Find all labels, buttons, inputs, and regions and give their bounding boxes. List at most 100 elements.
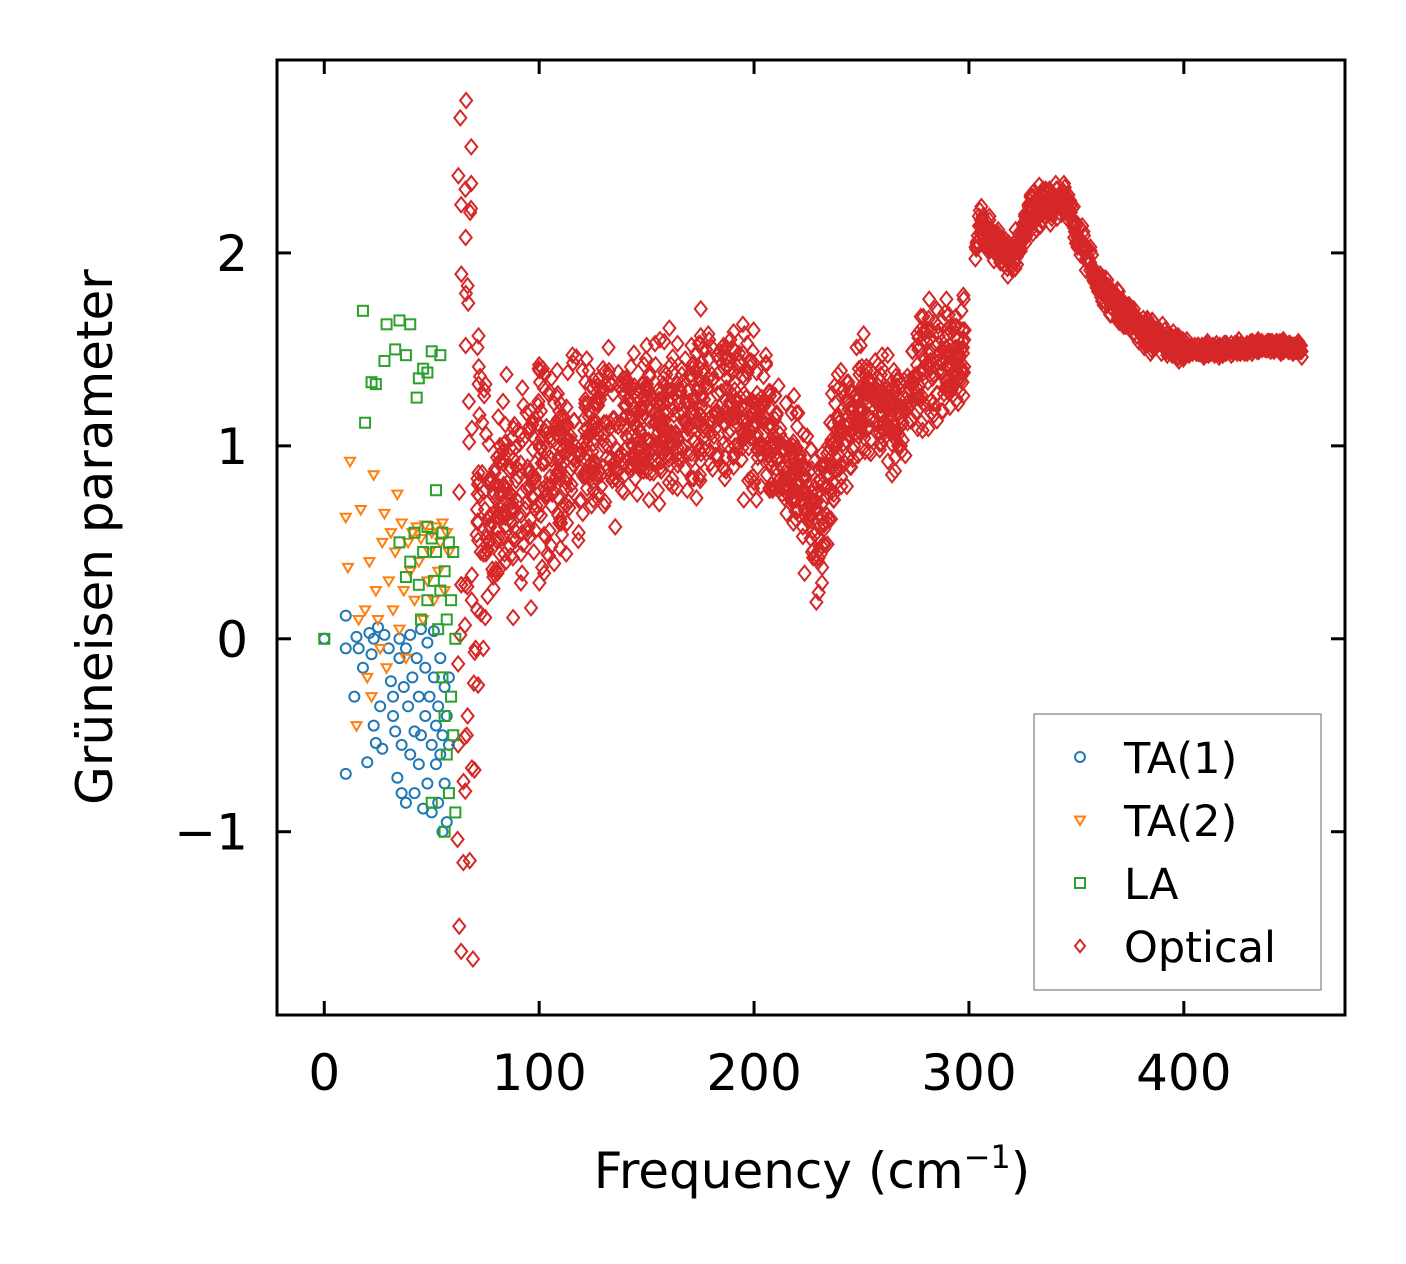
optical-point [809,484,824,504]
optical-point [661,473,677,492]
la-point [404,555,417,568]
optical-point [668,423,684,442]
optical-point [540,544,555,563]
optical-point [895,413,911,432]
optical-point [585,473,600,492]
ta-1-point [434,748,447,761]
optical-point [569,348,584,367]
la-point [449,806,462,819]
optical-point [939,290,954,309]
optical-point [531,355,547,374]
optical-point [809,593,824,612]
optical-point [822,413,838,432]
optical-point [491,560,507,579]
optical-point [814,573,830,592]
optical-point [634,400,649,419]
optical-point [947,340,963,359]
optical-point [462,203,478,222]
optical-point [478,425,494,444]
optical-point [975,212,991,232]
ta-2-point [341,562,355,575]
ta-2-point [381,576,396,588]
optical-point [719,378,734,398]
ta-1-point [421,636,434,649]
la-point [417,545,430,558]
optical-point [853,336,868,355]
optical-point [470,513,485,533]
optical-point [745,392,761,411]
optical-point [1005,261,1021,280]
ta-1-point [412,758,425,771]
optical-point [577,463,592,482]
optical-point [1090,274,1105,293]
optical-point [537,365,553,384]
optical-point [731,344,747,363]
ta-1-point [421,777,434,790]
optical-point [1259,336,1275,355]
optical-point [795,527,811,546]
optical-point [955,332,971,351]
ta-1-point [369,736,382,749]
ta-1-point [395,738,408,751]
optical-point [787,490,803,509]
optical-point [1013,241,1029,261]
optical-point [453,195,469,214]
optical-point [916,330,932,349]
optical-point [571,523,586,542]
optical-point [719,369,735,388]
optical-point [512,461,528,481]
optical-point [1208,340,1223,359]
optical-point [454,265,469,284]
ta-2-point [351,614,366,627]
legend-box [1033,713,1322,991]
optical-point [510,506,526,525]
optical-point [827,376,842,396]
la-point [410,391,423,404]
optical-point [944,380,960,400]
optical-point [666,405,682,425]
optical-point [602,413,617,432]
optical-point [914,386,929,405]
optical-point [1017,234,1033,253]
optical-point [887,423,903,442]
x-tick-label: 400 [1136,1044,1231,1102]
optical-point [666,430,682,450]
optical-point [1149,322,1164,342]
optical-point [451,917,467,936]
optical-point [638,382,654,401]
ta-1-point [425,738,438,751]
la-point [438,565,451,578]
optical-point [1247,338,1262,357]
optical-point [930,317,946,336]
optical-point [842,457,858,477]
optical-point [797,506,813,525]
optical-point [514,523,530,542]
ta-2-point [401,537,415,550]
optical-point [758,438,774,457]
optical-point [501,446,517,465]
optical-point [887,448,903,467]
ta-1-point [397,681,410,694]
optical-point [640,432,656,452]
optical-point [472,405,487,425]
optical-point [704,338,720,357]
ta-1-point [339,609,352,622]
optical-point [850,446,866,465]
optical-point [681,417,697,436]
ta-1-point [434,652,447,665]
optical-point [943,322,959,342]
optical-point [802,506,818,525]
la-point [408,526,421,539]
optical-point [581,425,596,444]
optical-point [465,949,481,969]
optical-point [884,465,900,484]
optical-point [488,560,504,579]
optical-point [1287,338,1302,357]
ta-2-point [364,692,379,704]
optical-point [745,467,761,486]
optical-point [542,521,557,540]
optical-point [519,492,534,511]
la-point [449,632,462,645]
la-point [434,584,447,597]
la-point [378,354,391,367]
